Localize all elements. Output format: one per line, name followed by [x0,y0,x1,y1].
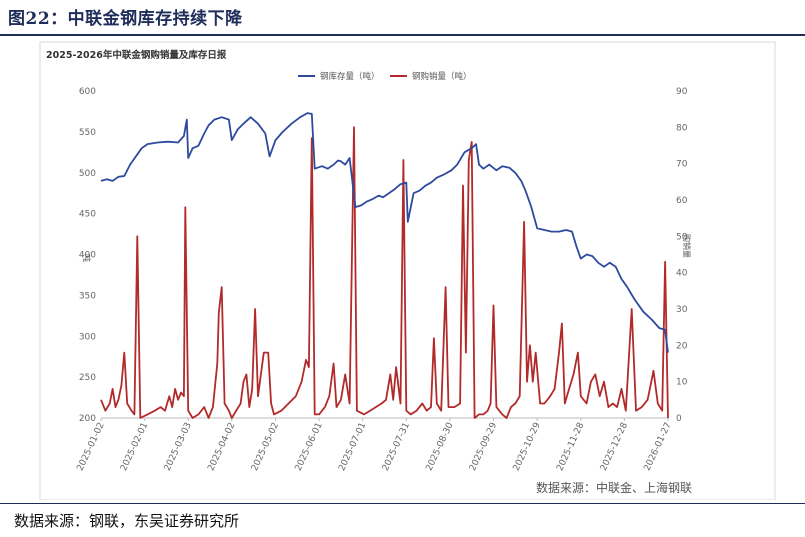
right-tick-label: 50 [676,232,688,242]
chart-frame [39,41,776,500]
page-title: 图22：中联金钢库存持续下降 [8,9,243,29]
chart-inner-source: 数据来源：中联金、上海钢联 [536,480,692,495]
left-tick-label: 450 [79,210,96,220]
left-tick-label: 300 [79,332,96,342]
left-tick-label: 400 [79,251,96,261]
left-tick-label: 350 [79,291,96,301]
right-tick-label: 60 [676,196,688,206]
right-tick-label: 90 [676,87,688,97]
left-tick-label: 250 [79,373,96,383]
left-tick-label: 600 [79,87,96,97]
right-tick-label: 20 [676,341,688,351]
right-tick-label: 80 [676,123,688,133]
right-tick-label: 70 [676,160,688,170]
chart: 2025-2026年中联金钢购销量及库存日报 钢库存量（吨） 钢购销量（吨） 2… [39,41,776,500]
legend: 钢库存量（吨） 钢购销量（吨） [298,71,472,82]
right-tick-label: 40 [676,269,688,279]
left-tick-label: 500 [79,169,96,179]
legend-label-inventory: 钢库存量（吨） [320,71,380,82]
right-tick-label: 0 [676,414,682,424]
title-rule [0,34,805,36]
series-line-sales [100,126,669,419]
right-axis-label: 购销量 [682,234,692,258]
right-tick-label: 10 [676,378,688,388]
chart-title: 2025-2026年中联金钢购销量及库存日报 [46,49,227,61]
legend-label-sales: 钢购销量（吨） [412,71,472,82]
left-axis-label: 吨 [82,254,92,262]
left-tick-label: 200 [79,414,96,424]
series-line-inventory [100,112,669,353]
left-axis: 200 250 300 350 400 450 500 550 600 [79,87,96,424]
right-tick-label: 30 [676,305,688,315]
right-axis: 0 10 20 30 40 50 60 70 80 90 [676,87,688,424]
left-tick-label: 550 [79,128,96,138]
source-rule [0,503,805,504]
source-note: 数据来源：钢联，东吴证券研究所 [14,512,240,530]
